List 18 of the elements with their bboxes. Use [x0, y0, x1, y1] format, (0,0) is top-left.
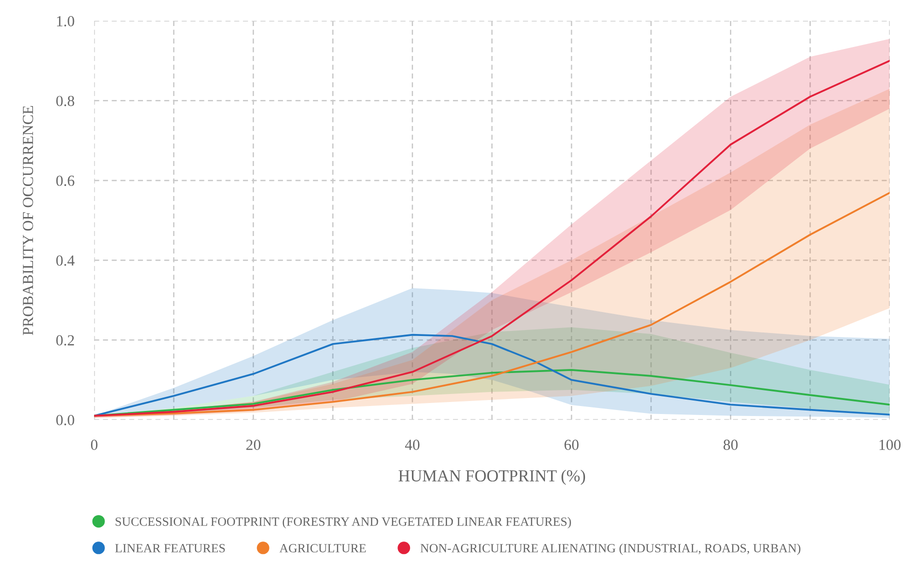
- legend-label: SUCCESSIONAL FOOTPRINT (FORESTRY AND VEGETATED LINEAR FEATURES): [116, 517, 571, 528]
- legend-label: AGRICULTURE: [279, 544, 366, 552]
- y-tick-label: 0.0: [56, 414, 74, 426]
- x-axis-title: HUMAN FOOTPRINT (%): [398, 470, 586, 485]
- x-tick-label: 100: [880, 440, 901, 450]
- legend-label: LINEAR FEATURES: [115, 544, 225, 552]
- legend-label: NON-AGRICULTURE ALIENATING (INDUSTRIAL, ROADS, URBAN): [420, 544, 800, 555]
- x-tick-label: 0: [90, 440, 98, 450]
- y-tick-label: 0.6: [56, 176, 74, 186]
- x-tick-label: 60: [564, 440, 579, 450]
- y-tick-label: 0.4: [56, 255, 75, 266]
- x-tick-label: 40: [405, 440, 420, 450]
- y-axis-title: PROBABILITY OF OCCURRENCE: [22, 106, 34, 336]
- y-tick-label: 0.8: [56, 96, 74, 106]
- y-tick-label: 0.2: [56, 335, 74, 346]
- x-tick-label: 80: [724, 440, 738, 450]
- y-tick-label: 1.0: [57, 16, 74, 26]
- x-tick-label: 20: [246, 440, 260, 450]
